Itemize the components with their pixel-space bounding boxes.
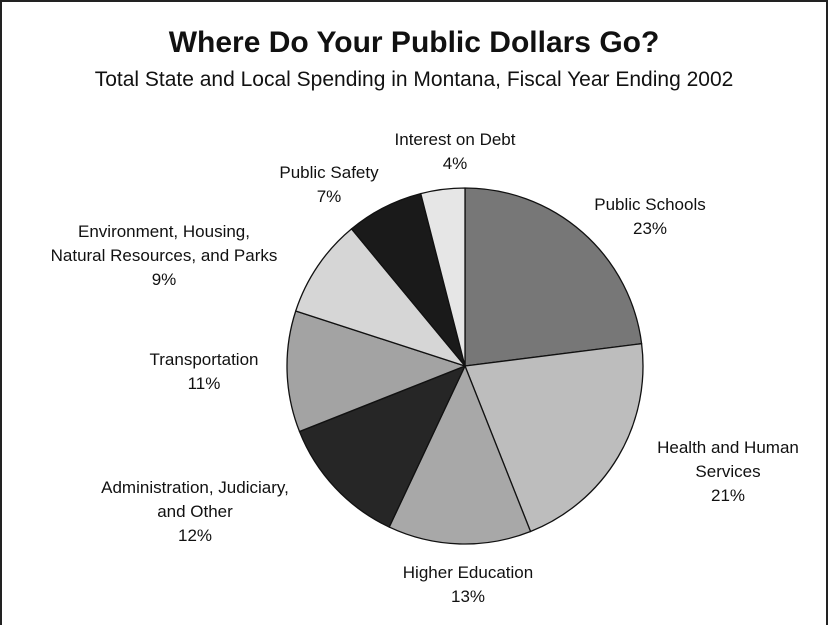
slice-category-label: Public Schools [594, 195, 706, 214]
slice-label-6: Public Safety 7% [279, 163, 379, 206]
pie-slice-5 [295, 228, 466, 367]
slice-value-label: 13% [451, 587, 485, 606]
pie-slice-4 [286, 310, 466, 433]
slice-category-label: Interest on Debt [395, 130, 516, 149]
slice-label-1: Health and Human Services 21% [657, 438, 799, 505]
slice-category-label: Higher Education [403, 563, 533, 582]
slice-category-label: Health and Human [657, 438, 799, 457]
slice-category-label: Services [695, 462, 760, 481]
slice-label-7: Interest on Debt 4% [395, 130, 516, 173]
slice-value-label: 11% [188, 374, 221, 393]
chart-subtitle: Total State and Local Spending in Montan… [94, 68, 734, 91]
slice-value-label: 23% [633, 219, 667, 238]
slice-label-4: Transportation 11% [150, 350, 259, 393]
slice-label-2: Higher Education 13% [403, 563, 533, 606]
slice-category-label: Environment, Housing, [78, 222, 250, 241]
slice-value-label: 7% [317, 187, 342, 206]
slice-category-label: Administration, Judiciary, [101, 478, 289, 497]
slice-value-label: 9% [152, 270, 177, 289]
pie-slice-0 [464, 187, 643, 367]
slice-value-label: 4% [443, 154, 468, 173]
slice-category-label: Transportation [150, 350, 259, 369]
slice-category-label: Natural Resources, and Parks [51, 246, 278, 265]
slice-label-0: Public Schools 23% [594, 195, 706, 238]
slice-value-label: 21% [711, 486, 745, 505]
slice-value-label: 12% [178, 526, 212, 545]
chart-title: Where Do Your Public Dollars Go? [168, 26, 660, 59]
slice-label-3: Administration, Judiciary, and Other 12% [101, 478, 289, 545]
pie-labels: Public Schools 23% Health and Human Service… [51, 130, 799, 606]
pie-slices [286, 187, 644, 545]
slice-category-label: and Other [157, 502, 233, 521]
pie-slice-3 [298, 365, 466, 528]
pie-slice-7 [420, 187, 466, 367]
pie-slice-1 [464, 343, 644, 533]
slice-label-5: Environment, Housing, Natural Resources, … [51, 222, 278, 289]
pie-slice-2 [388, 365, 532, 545]
slice-category-label: Public Safety [279, 163, 379, 182]
